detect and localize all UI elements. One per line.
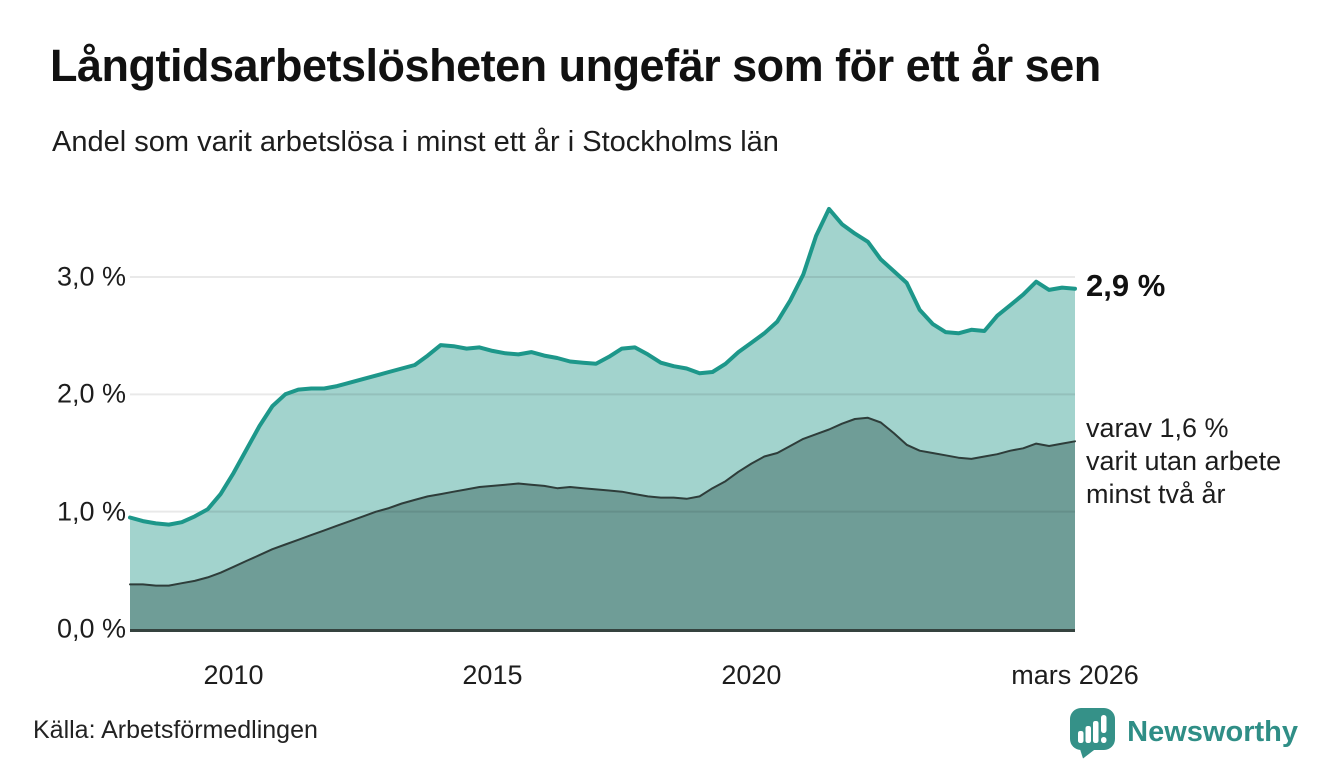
- x-axis-tick-2020: 2020: [721, 660, 782, 690]
- newsworthy-bubble-icon: [1070, 708, 1116, 759]
- series-line-2year: [129, 416, 1076, 587]
- end-value-label-total: 2,9 %: [1086, 268, 1166, 303]
- series-line-1year: [128, 206, 1077, 527]
- y-axis-tick-0: 0,0 %: [56, 613, 126, 644]
- newsworthy-wordmark: Newsworthy: [1127, 716, 1298, 748]
- source-credit: Källa: Arbetsförmedlingen: [33, 716, 318, 744]
- page-title: Långtidsarbetslösheten ungefär som för e…: [50, 40, 1101, 91]
- series-area-2year: [130, 417, 1075, 629]
- chart-subtitle: Andel som varit arbetslösa i minst ett å…: [52, 126, 779, 158]
- x-axis-tick-2010: 2010: [203, 660, 264, 690]
- y-axis-tick-2: 2,0 %: [56, 378, 126, 409]
- y-axis-tick-3: 3,0 %: [56, 261, 126, 292]
- end-value-label-subset: varav 1,6 % varit utan arbete minst två …: [1086, 413, 1282, 509]
- newsworthy-logo: Newsworthy: [1069, 706, 1298, 759]
- x-axis-tick-mars-2026: mars 2026: [1011, 660, 1139, 690]
- y-axis-tick-1: 1,0 %: [56, 496, 126, 527]
- x-axis-tick-2015: 2015: [462, 660, 523, 690]
